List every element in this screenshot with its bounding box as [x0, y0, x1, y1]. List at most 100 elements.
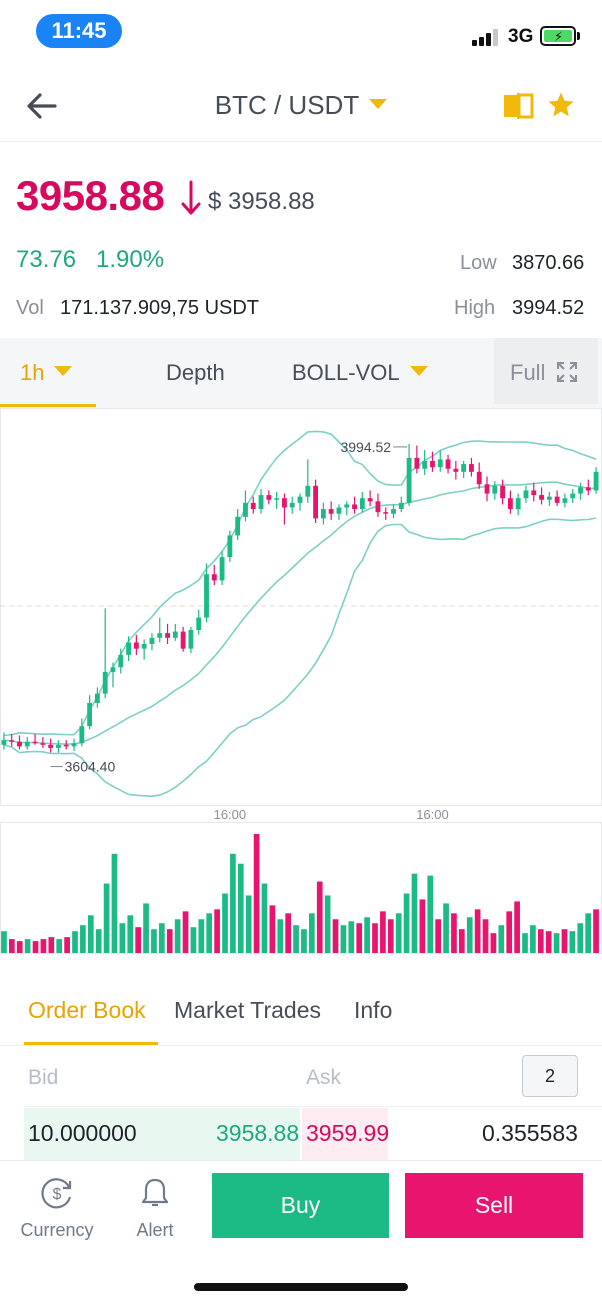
- candle-body: [250, 502, 256, 510]
- volume-bar: [103, 883, 110, 953]
- volume-bar: [166, 929, 173, 953]
- indicator-selector[interactable]: BOLL-VOL: [292, 360, 428, 386]
- order-book-tabs: Order Book Market Trades Info: [0, 990, 602, 1046]
- volume-bar: [553, 933, 560, 953]
- candle-body: [398, 502, 404, 510]
- candle-body: [56, 744, 61, 748]
- volume-bar: [135, 927, 141, 953]
- network-type: 3G: [508, 26, 534, 47]
- candlestick-chart: 3994.52 3604.40 16:00 16:00: [0, 408, 602, 954]
- ask-price[interactable]: 3959.99: [306, 1120, 390, 1146]
- price-panel-frame: [0, 408, 602, 806]
- pair-title: BTC / USDT: [214, 90, 360, 120]
- boll-lower-band: [3, 517, 597, 798]
- candle-body: [546, 496, 552, 500]
- volume-bar: [427, 875, 434, 953]
- volume-bar: [56, 939, 63, 953]
- candle-body: [204, 574, 209, 618]
- high-value: 3994.52: [512, 297, 585, 319]
- volume-bar: [293, 925, 299, 953]
- volume-bar: [40, 939, 47, 953]
- fullscreen-button[interactable]: Full: [494, 338, 598, 404]
- candle-body: [445, 459, 451, 469]
- home-indicator: [194, 1283, 408, 1291]
- volume-bar: [522, 933, 528, 953]
- volume-bar: [64, 937, 70, 953]
- candle-body: [172, 631, 178, 638]
- candle-body: [383, 512, 389, 514]
- volume-bar: [119, 923, 126, 953]
- candle-body: [40, 743, 46, 745]
- candle-body: [539, 495, 544, 500]
- book-button[interactable]: [502, 92, 534, 120]
- candle-body: [157, 633, 163, 638]
- volume-bar: [356, 923, 363, 953]
- volume-bar: [222, 893, 228, 953]
- volume-bar: [95, 929, 102, 953]
- volume-bar: [451, 913, 457, 953]
- candle-body: [282, 498, 287, 508]
- volume-bar: [24, 939, 31, 953]
- volume-bar: [411, 873, 418, 953]
- volume-bar: [324, 895, 331, 953]
- candle-body: [243, 502, 248, 517]
- volume-bar: [269, 905, 276, 953]
- candle-body: [32, 741, 38, 744]
- candle-body: [367, 498, 373, 502]
- tab-depth[interactable]: Depth: [166, 360, 225, 385]
- ask-depth-bar: [302, 1108, 388, 1160]
- candle-body: [453, 468, 459, 472]
- volume-bar: [569, 931, 576, 953]
- precision-selector[interactable]: 2: [522, 1055, 578, 1097]
- volume-bar: [380, 911, 386, 953]
- tab-info[interactable]: Info: [354, 997, 393, 1023]
- volume-bar: [443, 903, 449, 953]
- pair-selector[interactable]: BTC / USDT: [0, 90, 602, 121]
- currency-button[interactable]: $ Currency: [12, 1175, 102, 1241]
- candle-body: [484, 484, 490, 494]
- volume-bar: [316, 881, 323, 953]
- candle-body: [266, 495, 272, 500]
- alert-button[interactable]: Alert: [110, 1175, 200, 1241]
- candle-body: [235, 516, 241, 536]
- volume-bar: [490, 933, 497, 953]
- candle-body: [1, 740, 7, 745]
- volume-value: 171.137.909,75 USDT: [60, 297, 260, 319]
- candle-body: [24, 741, 30, 747]
- interval-selector[interactable]: 1h: [20, 360, 73, 386]
- volume-bar: [466, 917, 473, 953]
- bid-price[interactable]: 3958.88: [216, 1120, 300, 1146]
- sell-button[interactable]: Sell: [405, 1173, 583, 1238]
- buy-button[interactable]: Buy: [212, 1173, 389, 1238]
- volume-bar: [214, 909, 220, 953]
- alert-label: Alert: [136, 1220, 174, 1240]
- candle-body: [406, 457, 412, 503]
- volume-bar: [395, 913, 402, 953]
- volume-bar: [80, 925, 86, 953]
- volume-bar: [537, 929, 544, 953]
- candle-body: [375, 501, 381, 513]
- bell-icon: [141, 1178, 169, 1207]
- favorite-button[interactable]: [546, 90, 576, 120]
- volume-bar: [230, 853, 236, 953]
- volume-bar: [48, 937, 55, 953]
- volume-bar: [151, 929, 157, 953]
- volume-bar: [277, 919, 284, 953]
- candle-body: [422, 460, 428, 469]
- candle-body: [133, 642, 139, 649]
- candle-body: [63, 744, 69, 747]
- candle-body: [562, 498, 568, 503]
- expand-icon: [557, 362, 577, 382]
- tab-order-book[interactable]: Order Book: [28, 997, 146, 1023]
- nav-bar: BTC / USDT: [0, 70, 602, 142]
- candle-body: [523, 490, 529, 499]
- tab-market-trades[interactable]: Market Trades: [174, 997, 321, 1023]
- star-icon: [548, 92, 574, 117]
- volume-bar: [206, 913, 213, 953]
- back-button[interactable]: [22, 86, 62, 126]
- candle-body: [17, 741, 22, 747]
- volume-bar: [309, 913, 315, 953]
- price-chart[interactable]: 3994.52 3604.40 16:00 16:00: [0, 408, 602, 954]
- price-usd: $ 3958.88: [208, 188, 315, 215]
- interval-underline: [0, 404, 96, 407]
